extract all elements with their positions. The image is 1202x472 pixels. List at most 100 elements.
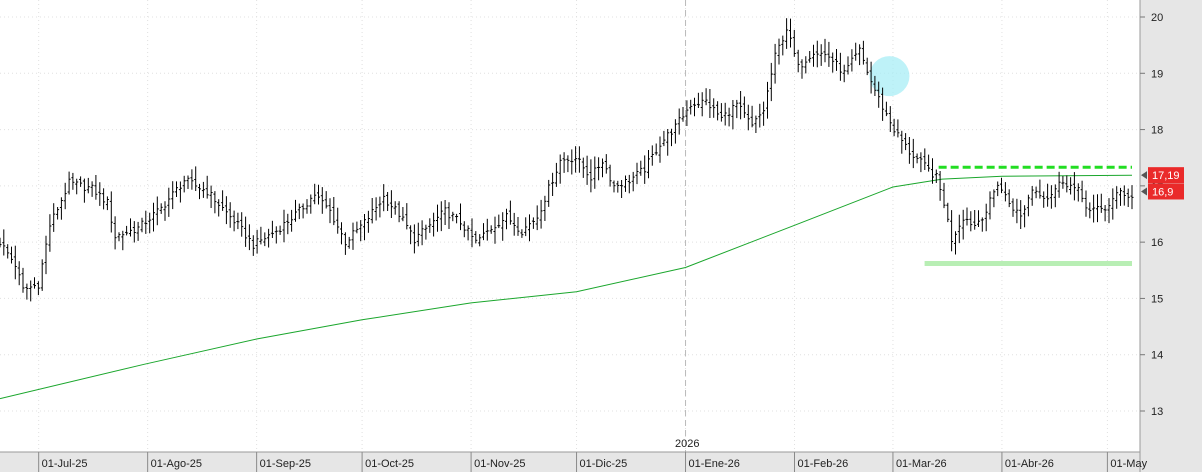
ohlc-bar: [762, 101, 766, 126]
ohlc-bar: [159, 203, 163, 214]
ohlc-bar: [420, 220, 424, 246]
ohlc-bar: [842, 64, 846, 83]
ohlc-bar: [746, 104, 750, 131]
ohlc-bar: [497, 214, 501, 229]
ohlc-bar: [290, 209, 294, 232]
ohlc-bar: [942, 182, 946, 209]
ohlc-bar: [673, 119, 677, 144]
ohlc-bar: [244, 216, 248, 247]
ohlc-bar: [374, 197, 378, 221]
y-tick-label: 18: [1151, 125, 1163, 137]
ohlc-bar: [558, 154, 562, 184]
ohlc-bar: [213, 191, 217, 214]
ohlc-bar: [597, 157, 601, 181]
ohlc-bar: [965, 207, 969, 226]
ohlc-bar: [259, 226, 263, 245]
ohlc-bar: [950, 210, 954, 252]
ohlc-bar: [562, 152, 566, 173]
ohlc-bar: [535, 205, 539, 231]
ohlc-bar: [33, 277, 36, 289]
ohlc-bar: [654, 143, 658, 156]
ohlc-bar: [351, 222, 355, 250]
ohlc-bar: [44, 235, 48, 275]
ohlc-bar: [71, 172, 75, 190]
ohlc-bar: [186, 175, 190, 189]
ohlc-bar: [900, 130, 904, 154]
ohlc-bar: [792, 29, 796, 57]
ohlc-bar: [247, 224, 251, 251]
ohlc-bar: [67, 171, 71, 195]
ohlc-bar: [320, 187, 324, 214]
ohlc-bar: [416, 222, 420, 247]
ohlc-bar: [566, 155, 570, 173]
ohlc-bar: [512, 212, 516, 236]
ohlc-bar: [1119, 187, 1122, 206]
annotation-layer-back: [869, 56, 1132, 267]
ohlc-bar: [1126, 188, 1130, 207]
ohlc-bar: [82, 178, 86, 203]
ohlc-bar: [888, 106, 892, 132]
ohlc-bar: [436, 204, 439, 232]
ohlc-bar: [405, 203, 409, 230]
ohlc-bar: [528, 214, 531, 242]
moving-average-layer: [0, 174, 1133, 400]
ohlc-bar: [601, 158, 604, 178]
ohlc-bar: [198, 183, 201, 200]
ohlc-bar: [581, 157, 585, 178]
ohlc-bar: [48, 214, 52, 252]
ohlc-bar: [2, 229, 6, 256]
ohlc-bar: [823, 38, 827, 63]
ohlc-bar: [531, 217, 535, 229]
ohlc-bar: [144, 210, 148, 234]
ohlc-bar: [412, 224, 416, 254]
ohlc-bar: [547, 179, 551, 207]
last-price-badge: 17,19: [1141, 167, 1184, 184]
ohlc-bar: [946, 202, 950, 223]
ohlc-bar: [98, 182, 102, 206]
ohlc-bar: [466, 225, 470, 241]
ohlc-bar: [21, 267, 25, 293]
ohlc-bar: [347, 236, 351, 249]
ohlc-bar: [148, 212, 152, 234]
ohlc-bar: [56, 207, 60, 220]
ohlc-bar: [363, 214, 366, 241]
ohlc-bar: [846, 56, 850, 75]
ohlc-bar: [378, 196, 382, 218]
ohlc-bar: [892, 118, 896, 137]
x-axis: 01-Jul-25 01-Ago-25 01-Sep-25 01-Oct-25 01-N…: [0, 451, 1148, 472]
ohlc-bar: [255, 229, 259, 254]
grid: [0, 0, 1140, 452]
ohlc-bar: [604, 154, 608, 174]
ohlc-bar: [175, 181, 178, 197]
ohlc-bar: [102, 188, 106, 210]
ohlc-bar: [297, 203, 301, 220]
ohlc-bar: [758, 103, 762, 128]
ohlc-bar: [294, 199, 297, 222]
ohlc-bar: [336, 207, 340, 234]
ohlc-bar: [658, 136, 662, 163]
ohlc-bar: [152, 202, 155, 232]
ohlc-bar: [309, 194, 313, 214]
ohlc-bar: [79, 176, 83, 187]
ohlc-bar: [539, 199, 543, 229]
ohlc-bar: [386, 192, 390, 211]
ohlc-bar: [40, 259, 44, 291]
ohlc-bar: [647, 150, 650, 179]
ohlc-bar: [812, 44, 815, 67]
ohlc-bar: [6, 244, 10, 259]
ohlc-bar: [439, 201, 443, 232]
x-tick-label: 01-Feb-26: [798, 458, 849, 470]
ohlc-bar: [1061, 176, 1065, 189]
ohlc-bar: [129, 218, 132, 237]
y-tick-label: 15: [1151, 293, 1163, 305]
x-axis-panel: [0, 452, 1140, 472]
ohlc-bars: [0, 18, 1134, 302]
ohlc-bar: [178, 181, 182, 203]
ohlc-bar: [121, 230, 125, 251]
ohlc-bar: [685, 100, 689, 126]
ohlc-bar: [957, 214, 961, 244]
ohlc-bar: [1046, 183, 1050, 207]
